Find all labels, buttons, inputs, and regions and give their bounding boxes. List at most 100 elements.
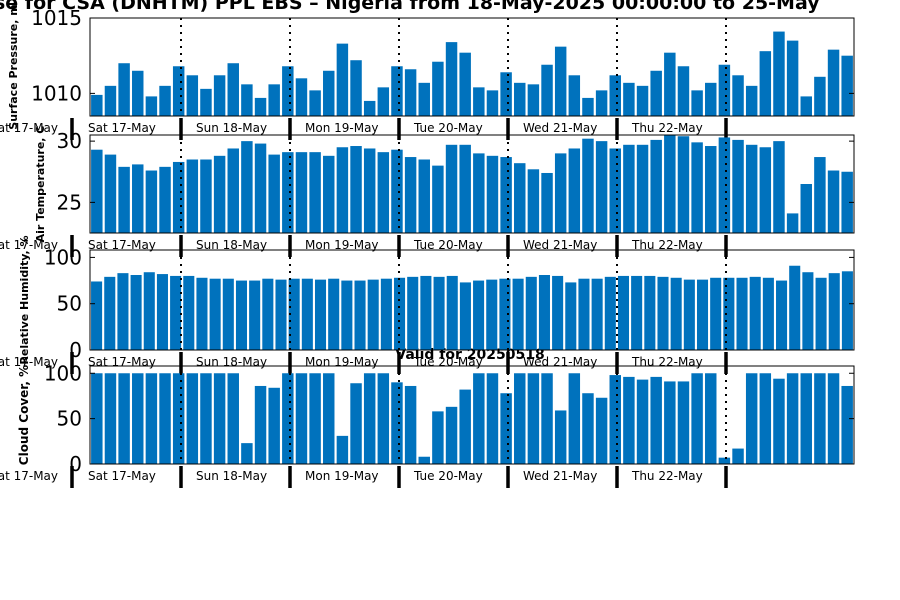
bar <box>759 51 772 116</box>
bar <box>282 152 294 233</box>
bar <box>525 276 537 350</box>
bar <box>172 66 185 116</box>
bar <box>104 276 116 350</box>
bar <box>677 136 690 233</box>
bar <box>552 275 564 350</box>
x-tick-label: Mon 19-May <box>305 355 379 369</box>
bar <box>745 85 758 116</box>
bar <box>609 375 621 464</box>
bar <box>145 96 158 116</box>
x-tick-label: Tue 20-May <box>413 121 483 135</box>
bar <box>677 66 690 116</box>
bar <box>227 148 239 233</box>
bar <box>568 75 581 116</box>
plot-frame <box>89 249 855 351</box>
bar <box>723 277 735 350</box>
bar <box>538 275 550 350</box>
bar <box>130 275 142 350</box>
bar <box>404 69 417 116</box>
bar <box>235 280 248 350</box>
bar <box>459 389 471 464</box>
bar <box>554 46 567 116</box>
y-tick-label: 25 <box>57 190 82 214</box>
bar <box>104 373 117 464</box>
bar <box>309 373 321 464</box>
bar <box>636 144 649 233</box>
bar <box>595 90 608 116</box>
x-tick-label: Mon 19-May <box>305 121 379 135</box>
bar <box>500 393 512 464</box>
bar <box>732 448 744 464</box>
bar <box>213 155 226 233</box>
bar <box>705 82 717 116</box>
bar <box>677 381 690 464</box>
bar <box>664 381 676 464</box>
bar <box>664 52 676 116</box>
bar <box>404 385 417 464</box>
bar <box>200 373 212 464</box>
bar <box>432 165 444 234</box>
bar <box>623 82 635 116</box>
bar <box>227 373 239 464</box>
x-tick-label: Sat 17-May <box>88 121 156 135</box>
y-tick-label: 50 <box>57 407 82 431</box>
bar <box>759 147 772 233</box>
bar <box>254 385 267 464</box>
y-axis-label: Surface Pressure, m <box>7 4 20 129</box>
bar <box>582 97 594 116</box>
x-tick-label: Sat 17-May <box>88 238 156 252</box>
bar <box>295 78 308 116</box>
bar <box>118 373 130 464</box>
y-tick-label: 50 <box>57 292 82 316</box>
bar <box>512 278 524 350</box>
bar <box>636 85 649 116</box>
bar <box>527 169 540 233</box>
bar <box>650 376 662 464</box>
bar <box>200 88 212 116</box>
bar <box>172 161 185 233</box>
bar <box>691 142 703 233</box>
bar <box>407 276 419 350</box>
bar <box>295 373 308 464</box>
bar <box>268 84 280 116</box>
bar <box>183 275 195 350</box>
y-tick-label: 30 <box>57 129 82 153</box>
bar <box>170 275 182 350</box>
bar <box>145 170 158 233</box>
bar <box>159 166 171 233</box>
bar <box>841 271 853 350</box>
bar <box>565 282 577 350</box>
bar <box>377 373 390 464</box>
bar <box>288 278 300 350</box>
bar <box>745 144 758 233</box>
bar <box>554 410 567 464</box>
x-tick-label: Thu 22-May <box>631 238 703 252</box>
bar <box>404 157 417 233</box>
bar <box>657 276 669 350</box>
bar <box>604 276 616 350</box>
bar <box>309 90 321 116</box>
bar <box>459 144 471 233</box>
bar <box>473 153 485 234</box>
x-tick-label: Tue 20-May <box>413 355 483 369</box>
bar <box>745 373 758 464</box>
bar <box>172 373 185 464</box>
bar <box>786 40 799 117</box>
bar <box>617 275 630 350</box>
bar <box>800 184 812 233</box>
bar <box>241 141 253 234</box>
bar <box>249 280 261 350</box>
bar <box>691 373 703 464</box>
bar <box>582 393 594 464</box>
bar <box>380 278 392 350</box>
bar <box>841 385 853 464</box>
bar <box>827 170 840 233</box>
x-tick-label: Thu 22-May <box>631 121 703 135</box>
bar <box>650 70 662 116</box>
bar <box>527 84 540 116</box>
y-tick-label: 100 <box>44 245 82 269</box>
bar <box>500 157 512 233</box>
x-tick-label: Thu 22-May <box>631 469 703 483</box>
bar <box>814 157 826 233</box>
